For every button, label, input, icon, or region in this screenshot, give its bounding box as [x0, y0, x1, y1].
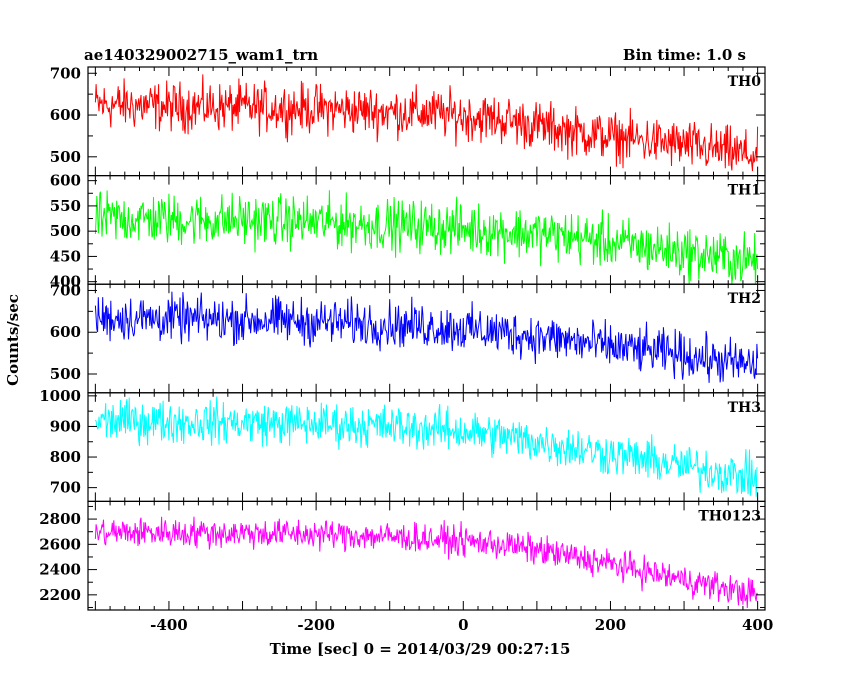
series-line-TH2: [94, 291, 759, 383]
panel-label-TH0: TH0: [728, 74, 762, 90]
y-tick-label: 2400: [39, 561, 81, 579]
panel-TH0: 500 600 700 TH0: [50, 64, 766, 177]
panel-label-TH0123: TH0123: [698, 508, 761, 524]
x-tick-label: -400: [150, 616, 188, 634]
panel-frame: [87, 500, 766, 611]
panel-label-TH2: TH2: [728, 291, 761, 307]
bin-time-label: Bin time: 1.0 s: [623, 46, 746, 64]
series-line-TH0123: [94, 516, 759, 609]
y-tick-label: 2800: [39, 510, 81, 528]
panel-label-TH1: TH1: [728, 183, 761, 199]
y-tick-label: 700: [50, 64, 81, 82]
y-tick-label: 500: [50, 222, 81, 240]
series-line-TH3: [94, 396, 758, 497]
x-tick-label: -200: [297, 616, 335, 634]
y-tick-label: 800: [50, 448, 81, 466]
panel-frame: [87, 66, 766, 177]
panel-TH3: 700 800 900 1000 TH3: [39, 387, 766, 502]
y-tick-label: 2600: [39, 535, 81, 553]
y-tick-label: 600: [50, 323, 81, 341]
y-tick-label: 700: [50, 281, 81, 299]
panel-TH1: 400 450 500 550 600 TH1: [50, 172, 766, 291]
y-tick-label: 400: [50, 273, 81, 291]
figure-title: ae140329002715_wam1_trn: [84, 46, 318, 64]
y-tick-label: 700: [50, 479, 81, 497]
panel-TH0123: 2200 2400 2600 2800 TH0123: [39, 500, 766, 611]
y-tick-label: 1000: [39, 387, 81, 405]
y-tick-label: 550: [50, 197, 81, 215]
series-line-TH1: [94, 190, 759, 285]
x-tick-label: 200: [595, 616, 626, 634]
x-axis: -400 -200 0 200 400: [150, 616, 773, 634]
y-tick-label: 2200: [39, 586, 81, 604]
panel-frame: [87, 392, 766, 502]
x-axis-label: Time [sec] 0 = 2014/03/29 00:27:15: [270, 640, 571, 658]
y-tick-label: 500: [50, 365, 81, 383]
y-tick-label: 450: [50, 247, 81, 265]
y-tick-label: 600: [50, 172, 81, 190]
panel-label-TH3: TH3: [728, 400, 761, 416]
y-tick-label: 900: [50, 417, 81, 435]
y-tick-label: 500: [50, 148, 81, 166]
x-tick-label: 0: [458, 616, 468, 634]
x-tick-label: 400: [742, 616, 773, 634]
y-axis-label: Counts/sec: [4, 294, 22, 386]
panel-TH2: 500 600 700 TH2: [50, 281, 766, 394]
series-line-TH0: [94, 74, 759, 172]
y-tick-label: 600: [50, 106, 81, 124]
panels: 500 600 700 TH0 400 450 500 550 600 TH1 500 600 700 T…: [39, 64, 766, 611]
